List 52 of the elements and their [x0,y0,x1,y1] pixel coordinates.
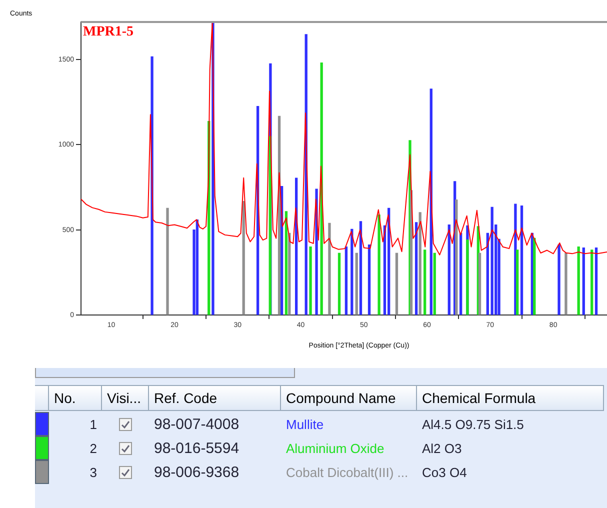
text: 3 [88,464,98,482]
bar [395,252,398,315]
bar [284,211,288,315]
text: 2 [88,440,98,458]
bar [418,212,422,315]
text: Co3 O4 [421,464,468,482]
text: No. [49,386,102,410]
bar [378,214,380,315]
bar [423,250,426,315]
bar [355,252,358,315]
text: 98-007-4008 [153,414,240,434]
bar [166,208,169,315]
bar [577,246,580,315]
bar [338,252,341,315]
bar [594,248,598,315]
bar [516,250,519,315]
bar [478,252,482,315]
bar [368,244,371,315]
bar [350,228,354,315]
text: Compound Name [281,386,417,410]
bar [242,201,245,315]
bar [533,238,536,315]
text: 98-016-5594 [153,438,240,458]
bar [448,224,450,315]
text: Mullite [285,416,325,434]
bar [564,252,568,315]
text: Ref. Code [149,386,281,410]
text: 98-006-9368 [153,462,240,482]
text: MPR1-5 [83,24,134,40]
bar [309,246,312,315]
bar [455,200,458,315]
bar [520,205,524,315]
bar [459,232,462,315]
text: Cobalt Dicobalt(III) ... [285,464,410,482]
text: Aluminium Oxide [285,440,386,458]
bar [288,232,291,315]
text: Visi... [102,386,149,410]
bar [414,222,418,315]
bar [582,248,585,315]
bar [490,206,494,315]
bar [433,252,436,315]
bar [359,221,362,315]
bar [196,219,199,315]
bar [328,222,331,315]
bar [344,246,348,315]
text: 1 [88,416,98,434]
text: Chemical Formula [417,386,604,410]
text: Al4.5 O9.75 Si1.5 [421,416,525,434]
text: Al2 O3 [421,440,463,458]
bar [466,240,469,315]
bar [558,244,560,315]
bar [590,250,594,315]
